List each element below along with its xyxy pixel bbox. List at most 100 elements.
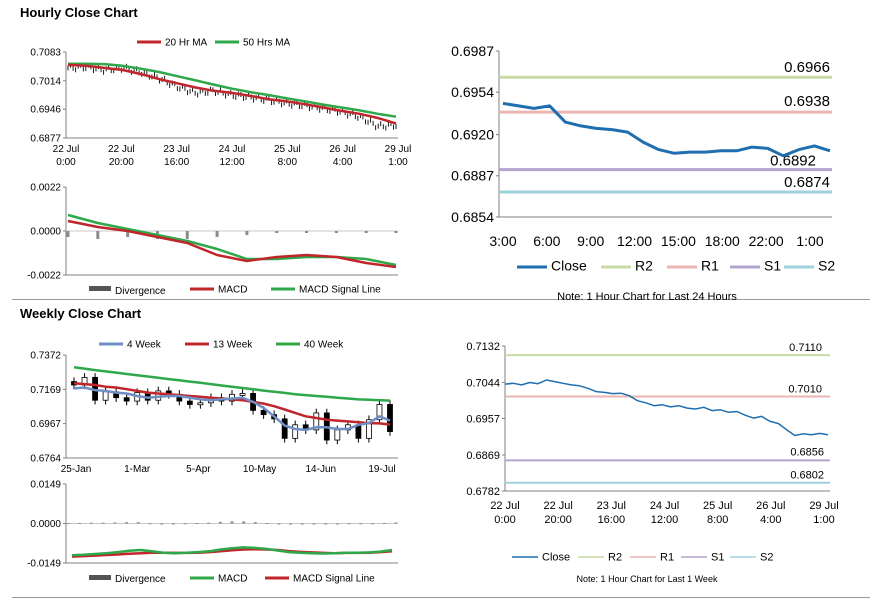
hourly-levels-y-tick-label: 0.6887 [451,168,494,184]
hourly-levels-legend-s1-label: S1 [764,258,781,274]
hourly-levels-y-tick-label: 0.6854 [451,209,494,225]
hourly-levels-x-tick-label: 3:00 [489,233,516,249]
section-divider [12,299,870,300]
hourly-macd-y-tick-label: 0.0022 [30,183,61,194]
weekly-levels-x-tick-label: 24 Jul [650,500,679,512]
hourly-levels-x-tick-label: 6:00 [533,233,560,249]
weekly-candle-body [387,404,393,432]
weekly-candle-body [281,418,288,439]
weekly-levels-x-tick-label: 23 Jul [597,500,626,512]
weekly-levels-legend-s1-label: S1 [711,552,724,564]
hourly-legend-20hr-ma-label: 20 Hr MA [165,38,208,49]
hourly-macd-divergence-bar [185,231,189,239]
hourly-price-x-tick-label: 0:00 [56,157,76,168]
weekly-macd-divergence-bar [207,522,211,524]
weekly-macd-divergence-bar [101,522,105,524]
hourly-macd-divergence-bar [394,231,398,233]
weekly-macd-divergence-bar [312,523,316,525]
weekly-levels-x-tick-label: 25 Jul [703,500,732,512]
hourly-level-r1-label: 0.6938 [784,93,830,110]
hourly-price-y-tick-label: 0.6946 [30,105,61,116]
weekly-level-r1-label: 0.7010 [788,384,822,396]
hourly-price-x-tick-label: 12:00 [219,157,244,168]
hourly-macd-divergence-bar [126,231,130,237]
weekly-legend-40-week-label: 40 Week [304,340,344,351]
hourly-legend-divergence-swatch [89,286,111,291]
weekly-legend-divergence-label: Divergence [115,574,166,585]
hourly-levels-y-tick-label: 0.6987 [451,43,494,59]
weekly-macd-divergence-bar [66,522,70,524]
weekly-candle-body [334,429,341,441]
hourly-macd-divergence-bar [334,231,338,233]
weekly-macd-y-tick-label: 0.0149 [30,480,61,491]
weekly-macd-divergence-bar [171,523,175,525]
weekly-candle-body [197,402,204,406]
weekly-macd-divergence-bar [335,523,339,525]
weekly-price-x-tick-label: 19-Jul [368,464,395,475]
hourly-levels-y-tick-label: 0.6954 [451,84,494,100]
weekly-macd-divergence-bar [324,523,328,525]
weekly-macd-divergence-bar [359,523,363,525]
hourly-macd-divergence-bar [305,231,309,233]
weekly-levels-y-tick-label: 0.7044 [466,377,500,389]
weekly-legend-macd-signal-label: MACD Signal Line [293,574,375,585]
weekly-price-x-tick-label: 10-May [243,464,276,475]
weekly-macd-divergence-bar [136,522,140,524]
weekly-levels-x-tick-label: 16:00 [598,514,626,526]
hourly-level-s2-label: 0.6874 [784,174,830,191]
weekly-macd-divergence-bar [148,523,152,525]
weekly-macd-divergence-bar [371,523,375,525]
weekly-levels-x-tick-label: 12:00 [651,514,679,526]
hourly-price-y-tick-label: 0.6877 [30,134,61,145]
hourly-price-x-tick-label: 20:00 [109,157,134,168]
weekly-levels-y-tick-label: 0.6869 [466,450,500,462]
weekly-macd-divergence-bar [253,522,257,524]
hourly-price-x-tick-label: 22 Jul [108,144,135,155]
weekly-macd-divergence-bar [394,522,398,524]
weekly-levels-legend-close-label: Close [542,552,570,564]
hourly-levels-x-tick-label: 15:00 [661,233,696,249]
weekly-levels-x-tick-label: 22 Jul [543,500,572,512]
weekly-macd-divergence-bar [347,523,351,525]
hourly-levels-x-tick-label: 9:00 [577,233,604,249]
hourly-macd-divergence-bar [215,231,219,237]
weekly-legend-13-week-label: 13 Week [213,340,253,351]
weekly-levels-legend-r2-label: R2 [608,552,622,564]
weekly-macd-divergence-bar [125,522,129,524]
weekly-macd-divergence-bar [265,522,269,524]
hourly-price-x-tick-label: 4:00 [333,157,353,168]
hourly-levels-x-tick-label: 18:00 [705,233,740,249]
weekly-macd-divergence-bar [218,521,222,524]
weekly-legend-macd-label: MACD [218,574,247,585]
weekly-macd-divergence-bar [160,523,164,525]
weekly-price-x-tick-label: 5-Apr [186,464,211,475]
hourly-price-x-tick-label: 26 Jul [329,144,356,155]
weekly-levels-x-tick-label: 22 Jul [490,500,519,512]
weekly-levels-legend-r1-label: R1 [660,552,674,564]
weekly-macd-divergence-bar [195,522,199,524]
weekly-levels-note: Note: 1 Hour Chart for Last 1 Week [577,574,718,584]
hourly-macd-line [67,219,397,269]
weekly-levels-x-tick-label: 26 Jul [756,500,785,512]
weekly-levels-x-tick-label: 4:00 [760,514,781,526]
weekly-price-x-tick-label: 1-Mar [124,464,151,475]
weekly-macd-divergence-bar [382,522,386,524]
weekly-macd-divergence-bar [183,523,187,525]
hourly-macd-divergence-bar [275,231,279,233]
weekly-level-s1-label: 0.6856 [790,446,824,458]
hourly-macd-divergence-bar [66,231,70,237]
weekly-candle-body [123,397,130,402]
hourly-price-x-tick-label: 8:00 [278,157,298,168]
weekly-candle-body [239,393,246,396]
hourly-levels-legend-r1-label: R1 [701,258,719,274]
hourly-price-x-tick-label: 1:00 [388,157,408,168]
hourly-macd-y-tick-label: -0.0022 [27,271,61,282]
hourly-level-r2-label: 0.6966 [784,59,830,76]
hourly-legend-macd-label: MACD [218,285,247,296]
weekly-legend-divergence-swatch [89,575,111,580]
weekly-levels-x-tick-label: 0:00 [494,514,515,526]
hourly-price-x-tick-label: 16:00 [164,157,189,168]
weekly-macd-line [71,546,393,557]
weekly-price-y-tick-label: 0.6764 [30,454,61,465]
